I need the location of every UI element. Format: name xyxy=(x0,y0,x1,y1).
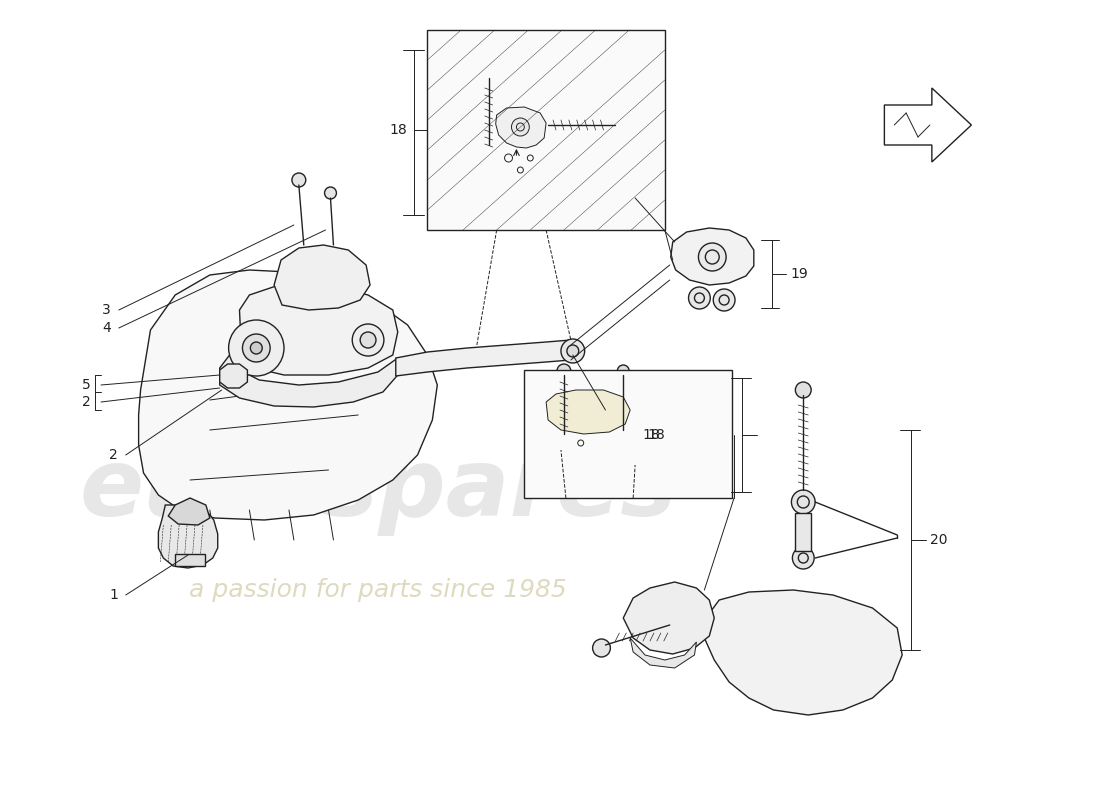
Text: 18: 18 xyxy=(389,123,408,137)
Circle shape xyxy=(500,150,516,166)
Circle shape xyxy=(512,118,529,136)
Circle shape xyxy=(792,547,814,569)
Text: 2: 2 xyxy=(82,395,91,409)
Text: eurospares: eurospares xyxy=(79,444,676,536)
Bar xyxy=(175,554,205,566)
Polygon shape xyxy=(274,245,370,310)
Text: 3: 3 xyxy=(102,303,111,317)
Polygon shape xyxy=(158,505,218,568)
Circle shape xyxy=(514,163,527,177)
Polygon shape xyxy=(139,270,438,520)
Polygon shape xyxy=(220,364,248,388)
Circle shape xyxy=(713,289,735,311)
Circle shape xyxy=(791,490,815,514)
Text: 19: 19 xyxy=(791,267,808,281)
Polygon shape xyxy=(168,498,210,525)
Polygon shape xyxy=(240,285,398,375)
Circle shape xyxy=(292,173,306,187)
Text: 2: 2 xyxy=(109,448,118,462)
Bar xyxy=(525,370,733,498)
Text: 18: 18 xyxy=(647,428,664,442)
Circle shape xyxy=(574,436,587,450)
Circle shape xyxy=(251,342,262,354)
Polygon shape xyxy=(546,390,630,434)
Circle shape xyxy=(689,287,711,309)
Polygon shape xyxy=(428,30,664,230)
Circle shape xyxy=(613,118,626,132)
Polygon shape xyxy=(396,340,571,376)
Circle shape xyxy=(795,382,811,398)
Circle shape xyxy=(617,365,629,377)
Text: 5: 5 xyxy=(82,378,91,392)
Circle shape xyxy=(481,65,497,81)
Circle shape xyxy=(698,243,726,271)
Circle shape xyxy=(524,151,537,165)
Polygon shape xyxy=(630,638,696,668)
Text: a passion for parts since 1985: a passion for parts since 1985 xyxy=(189,578,566,602)
Circle shape xyxy=(242,334,271,362)
Circle shape xyxy=(515,180,526,192)
Circle shape xyxy=(561,339,585,363)
Text: 1: 1 xyxy=(109,588,118,602)
Bar xyxy=(795,513,811,551)
Circle shape xyxy=(360,332,376,348)
Circle shape xyxy=(557,364,571,378)
Text: 18: 18 xyxy=(642,428,660,442)
Polygon shape xyxy=(704,590,902,715)
Circle shape xyxy=(229,320,284,376)
Polygon shape xyxy=(671,228,754,285)
Circle shape xyxy=(352,324,384,356)
Circle shape xyxy=(500,177,513,189)
Circle shape xyxy=(604,434,615,446)
Circle shape xyxy=(593,639,611,657)
Text: 20: 20 xyxy=(930,533,947,547)
Text: 4: 4 xyxy=(102,321,111,335)
Polygon shape xyxy=(220,355,398,407)
Polygon shape xyxy=(496,107,546,148)
Polygon shape xyxy=(624,582,714,654)
Circle shape xyxy=(324,187,337,199)
Circle shape xyxy=(593,442,605,454)
Circle shape xyxy=(566,345,579,357)
